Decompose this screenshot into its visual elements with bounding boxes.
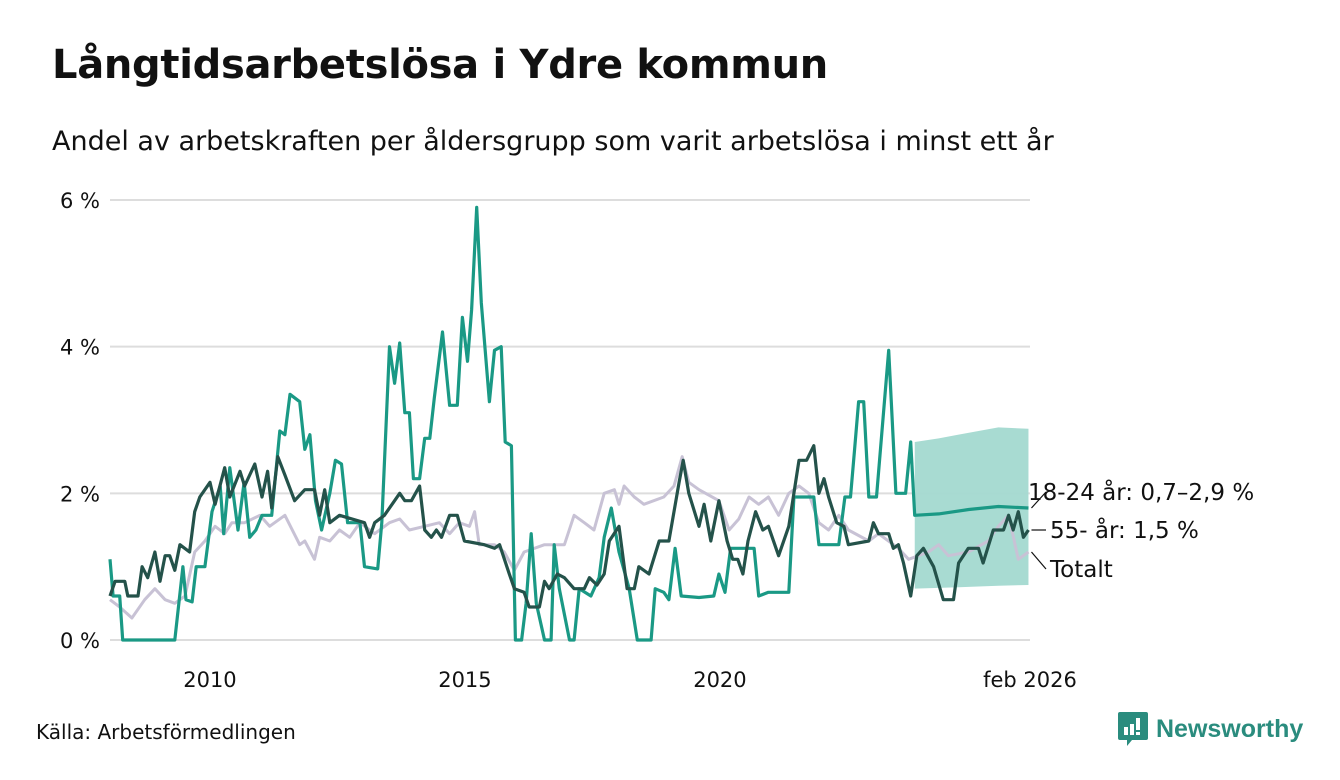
y-tick-label: 4 % [60, 336, 100, 360]
chart-title: Långtidsarbetslösa i Ydre kommun [52, 42, 828, 88]
y-tick-label: 6 % [60, 189, 100, 213]
x-tick-label: 2015 [438, 668, 491, 692]
y-tick-label: 2 % [60, 482, 100, 506]
chart-subtitle: Andel av arbetskraften per åldersgrupp s… [52, 126, 1054, 157]
x-tick-label: 2020 [693, 668, 746, 692]
series-line-young [108, 205, 1029, 642]
series-line-old [108, 444, 1030, 609]
series-label-total: Totalt [1049, 557, 1113, 583]
x-axis: 2010 2015 2020 feb 2026 [183, 668, 1077, 692]
newsworthy-logo[interactable]: Newsworthy [1118, 712, 1303, 746]
series-lines [108, 205, 1030, 642]
x-tick-label: 2010 [183, 668, 236, 692]
brand-name: Newsworthy [1156, 714, 1304, 743]
source-note: Källa: Arbetsförmedlingen [36, 720, 296, 744]
y-axis: 0 % 2 % 4 % 6 % [60, 189, 100, 653]
label-leader-total [1031, 551, 1047, 570]
series-labels: Totalt 18-24 år: 0,7–2,9 % 55- år: 1,5 % [1028, 478, 1254, 583]
newsworthy-logo-icon [1118, 712, 1148, 746]
y-tick-label: 0 % [60, 629, 100, 653]
series-label-old: 55- år: 1,5 % [1050, 516, 1199, 544]
series-label-young: 18-24 år: 0,7–2,9 % [1028, 478, 1254, 506]
label-leader-young [1031, 491, 1047, 509]
x-tick-label: feb 2026 [983, 668, 1077, 692]
